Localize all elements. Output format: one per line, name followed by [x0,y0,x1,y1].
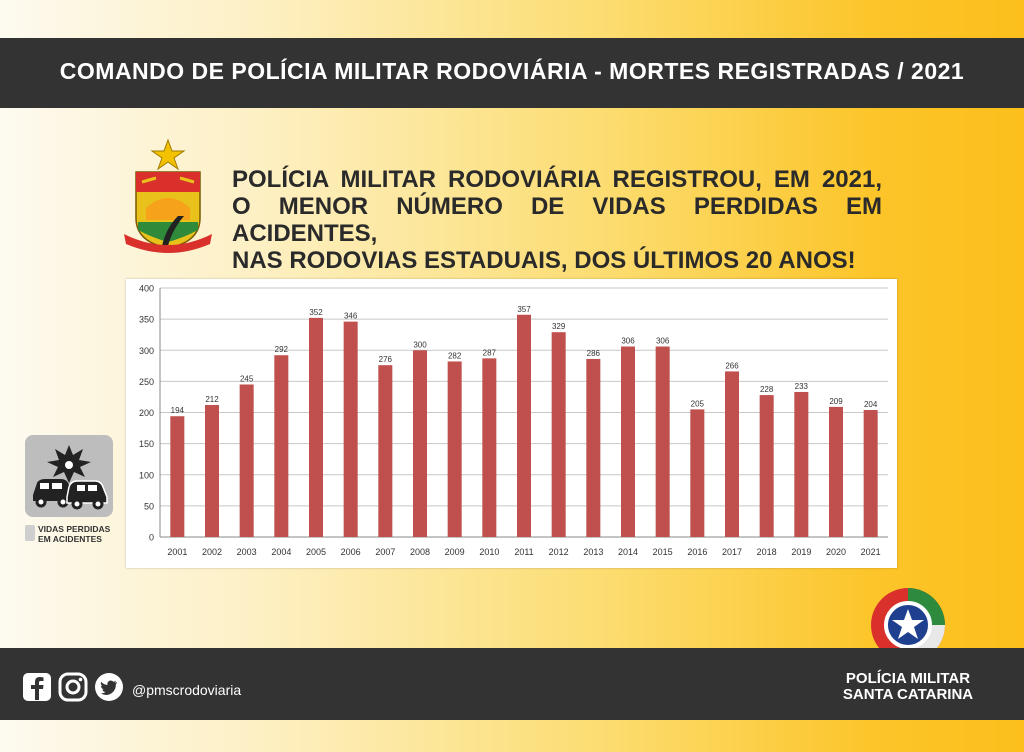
y-tick-label: 150 [139,439,154,449]
car-crash-icon [25,435,113,517]
facebook-icon[interactable] [22,672,52,702]
data-label: 286 [587,349,601,358]
bar [482,358,497,537]
page-title: COMANDO DE POLÍCIA MILITAR RODOVIÁRIA - … [59,58,965,84]
data-label: 282 [448,351,462,360]
y-tick-label: 400 [139,284,154,294]
legend-line-1: VIDAS PERDIDAS [38,524,111,534]
x-tick-label: 2015 [653,547,673,557]
data-label: 306 [621,337,635,346]
bar [517,314,531,537]
bar [759,395,774,537]
header-bar: COMANDO DE POLÍCIA MILITAR RODOVIÁRIA - … [0,38,1024,108]
chart-panel: 0 50 100 150 200 250 300 350 400 194 2001 212 2002 24… [126,279,897,568]
footer-bar [0,648,1024,720]
bar [829,406,843,537]
x-tick-label: 2020 [826,547,846,557]
bar [170,416,185,537]
x-tick-label: 2002 [202,547,222,557]
bar [239,384,254,537]
data-label: 194 [171,406,185,415]
bar [274,355,289,537]
data-label: 346 [344,312,358,321]
data-label: 306 [656,337,670,346]
y-tick-label: 0 [149,533,154,543]
bar [725,371,739,537]
x-tick-label: 2006 [341,547,361,557]
x-tick-label: 2016 [687,547,707,557]
bar [205,405,219,537]
legend-line-2: EM ACIDENTES [38,534,102,544]
data-label: 276 [379,355,393,364]
x-tick-label: 2021 [861,547,881,557]
data-label: 287 [483,348,497,357]
legend-text: VIDAS PERDIDAS EM ACIDENTES [38,524,110,544]
bar [447,361,462,537]
bar [863,410,878,537]
x-tick-label: 2010 [479,547,499,557]
org-name: POLÍCIA MILITAR SANTA CATARINA [838,671,978,703]
y-tick-label: 100 [139,470,154,480]
bar [586,358,601,537]
y-tick-label: 250 [139,377,154,387]
headline-line-3: NAS RODOVIAS ESTADUAIS, DOS ÚLTIMOS 20 A… [232,247,856,274]
x-tick-label: 2003 [237,547,257,557]
data-label: 292 [275,345,289,354]
x-tick-label: 2011 [514,547,533,557]
bar-chart: 0 50 100 150 200 250 300 350 400 194 2001 212 2002 24… [139,284,888,557]
data-label: 352 [309,308,323,317]
bar [690,409,705,537]
x-tick-label: 2001 [167,547,187,557]
x-tick-label: 2017 [722,547,742,557]
data-label: 300 [413,340,427,349]
x-tick-label: 2018 [757,547,777,557]
headline-line-2: O MENOR NÚMERO DE VIDAS PERDIDAS EM ACID… [232,193,882,247]
x-tick-label: 2009 [445,547,465,557]
org-line-2: SANTA CATARINA [842,686,974,703]
y-tick-label: 300 [139,346,154,356]
bar [621,346,635,537]
x-tick-label: 2012 [549,547,569,557]
data-label: 245 [240,374,254,383]
bar [378,365,393,537]
headline-line-1: POLÍCIA MILITAR RODOVIÁRIA REGISTROU, EM… [232,166,882,193]
instagram-icon[interactable] [58,672,88,702]
x-tick-label: 2019 [791,547,811,557]
y-tick-label: 50 [144,501,154,511]
data-label: 205 [691,399,705,408]
data-label: 233 [795,382,809,391]
data-label: 204 [864,400,878,409]
bar [413,350,427,537]
bar [794,391,809,537]
ribbon-icon [25,525,35,541]
bar [655,346,670,537]
org-line-1: POLÍCIA MILITAR [845,670,971,687]
data-label: 329 [552,322,566,331]
bar [309,317,323,537]
data-label: 228 [760,385,774,394]
data-label: 266 [725,361,739,370]
data-label: 209 [829,397,843,406]
x-tick-label: 2014 [618,547,638,557]
y-tick-label: 200 [139,408,154,418]
data-label: 212 [205,395,219,404]
data-label: 357 [517,305,531,314]
crest-logo [124,138,212,253]
bar [343,321,358,537]
headline: POLÍCIA MILITAR RODOVIÁRIA REGISTROU, EM… [232,166,882,274]
x-tick-label: 2004 [271,547,291,557]
x-tick-label: 2013 [583,547,603,557]
x-tick-label: 2008 [410,547,430,557]
x-tick-label: 2005 [306,547,326,557]
bar [551,332,566,537]
social-handle[interactable]: @pmscrodoviaria [132,682,242,698]
legend: VIDAS PERDIDAS EM ACIDENTES [25,523,135,545]
y-tick-label: 350 [139,315,154,325]
x-tick-label: 2007 [375,547,395,557]
twitter-icon[interactable] [94,672,124,702]
